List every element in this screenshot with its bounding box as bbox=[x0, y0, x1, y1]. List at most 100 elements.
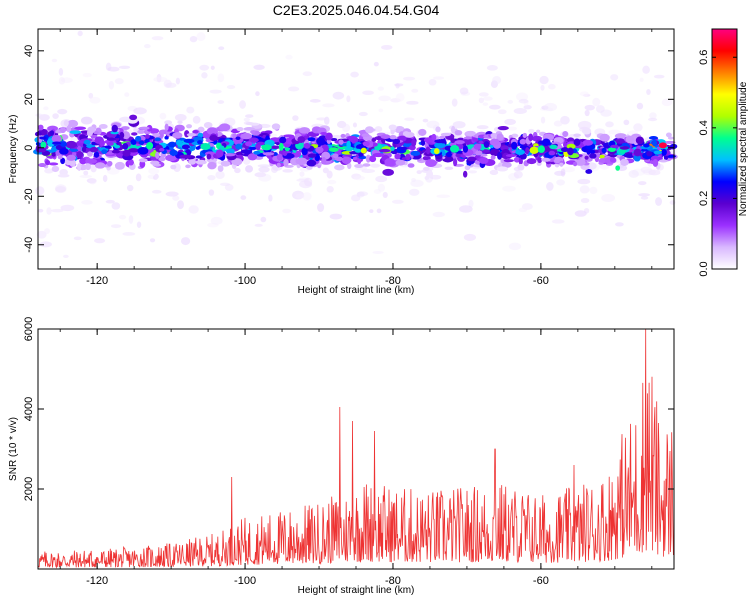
heatmap-cell bbox=[114, 161, 125, 170]
heatmap-cell bbox=[52, 113, 59, 119]
heatmap-cell bbox=[519, 138, 527, 145]
heatmap-cell bbox=[119, 214, 127, 220]
heatmap-cell bbox=[181, 144, 190, 150]
heatmap-cell bbox=[210, 65, 215, 70]
heatmap-cell bbox=[406, 100, 419, 105]
heatmap-cell bbox=[243, 127, 255, 131]
heatmap-cell bbox=[422, 155, 431, 161]
heatmap-cell bbox=[362, 141, 370, 147]
heatmap-cell bbox=[135, 135, 142, 142]
heatmap-cell bbox=[496, 166, 509, 172]
heatmap-cell bbox=[615, 138, 626, 144]
heatmap-cell bbox=[551, 219, 565, 224]
heatmap-cell bbox=[77, 162, 82, 171]
heatmap-cell bbox=[401, 157, 407, 161]
heatmap-cell bbox=[496, 133, 504, 141]
heatmap-cell bbox=[285, 54, 293, 60]
snr-y-tick-label: 4000 bbox=[23, 397, 35, 421]
snr-x-tick-label: -80 bbox=[385, 575, 401, 587]
heatmap-cell bbox=[149, 238, 156, 243]
colorbar-tick-label: 0.0 bbox=[698, 261, 710, 276]
heatmap-cell bbox=[451, 125, 456, 134]
heatmap-cell bbox=[69, 130, 82, 134]
heatmap-cell bbox=[540, 84, 545, 91]
heatmap-cell bbox=[658, 159, 668, 163]
spectrogram-x-tick-label: -60 bbox=[533, 275, 549, 287]
spectrogram-y-tick-label: 0 bbox=[23, 145, 35, 151]
heatmap-cell bbox=[623, 119, 630, 126]
heatmap-cell bbox=[478, 140, 484, 144]
heatmap-cell bbox=[119, 131, 125, 139]
heatmap-cell bbox=[172, 195, 180, 201]
heatmap-cell bbox=[664, 140, 676, 145]
heatmap-cell bbox=[240, 195, 247, 200]
heatmap-cell bbox=[186, 106, 195, 114]
heatmap-cell bbox=[546, 182, 554, 191]
heatmap-cell bbox=[369, 155, 377, 163]
heatmap-cell bbox=[36, 230, 47, 239]
heatmap-cell bbox=[574, 159, 586, 166]
heatmap-cell bbox=[365, 126, 374, 134]
heatmap-cell bbox=[307, 153, 317, 158]
heatmap-cell bbox=[322, 167, 329, 174]
heatmap-cell bbox=[199, 64, 210, 71]
heatmap-cell bbox=[378, 148, 391, 153]
heatmap-cell bbox=[502, 152, 510, 160]
heatmap-cell bbox=[434, 142, 446, 149]
heatmap-cell bbox=[52, 141, 62, 145]
heatmap-cell bbox=[511, 141, 518, 150]
heatmap-cell bbox=[523, 104, 532, 110]
spectrogram-y-tick-label: 20 bbox=[23, 93, 35, 105]
heatmap-cell bbox=[560, 115, 570, 125]
heatmap-cell bbox=[628, 170, 639, 178]
heatmap-cell bbox=[505, 154, 518, 158]
heatmap-cell bbox=[652, 139, 657, 147]
heatmap-cell bbox=[646, 151, 653, 157]
heatmap-cell bbox=[344, 146, 354, 152]
heatmap-cell bbox=[196, 32, 206, 42]
heatmap-cell bbox=[365, 154, 371, 163]
heatmap-cell bbox=[83, 170, 89, 176]
heatmap-cell bbox=[584, 109, 590, 117]
heatmap-cell bbox=[164, 120, 173, 125]
heatmap-cell bbox=[435, 126, 441, 133]
heatmap-cell bbox=[395, 83, 400, 89]
heatmap-cell bbox=[243, 117, 251, 122]
heatmap-cell bbox=[85, 163, 91, 171]
heatmap-cell bbox=[373, 61, 379, 67]
heatmap-cell bbox=[302, 192, 312, 201]
heatmap-cell bbox=[528, 133, 534, 142]
heatmap-cell bbox=[276, 153, 283, 161]
heatmap-cell bbox=[44, 228, 50, 234]
heatmap-cell bbox=[451, 98, 458, 107]
heatmap-cell bbox=[522, 132, 528, 139]
heatmap-cell bbox=[518, 207, 528, 213]
heatmap-cell bbox=[322, 103, 335, 108]
heatmap-peak-cell bbox=[658, 142, 667, 149]
heatmap-cell bbox=[93, 131, 99, 135]
heatmap-cell bbox=[663, 154, 669, 161]
heatmap-cell bbox=[440, 132, 452, 137]
heatmap-cell bbox=[121, 126, 130, 131]
heatmap-cell bbox=[231, 158, 243, 166]
heatmap-cell bbox=[643, 143, 650, 148]
heatmap-cell bbox=[91, 141, 96, 146]
heatmap-cell bbox=[49, 130, 55, 136]
heatmap-cell bbox=[579, 185, 590, 194]
heatmap-cell bbox=[206, 127, 218, 135]
heatmap-cell bbox=[584, 155, 589, 160]
heatmap-cell bbox=[292, 115, 299, 121]
heatmap-cell bbox=[218, 46, 225, 51]
colorbar-tick-label: 0.2 bbox=[698, 191, 710, 206]
heatmap-cell bbox=[352, 156, 358, 161]
heatmap-cell bbox=[51, 208, 64, 213]
spectrogram-y-tick-label: -20 bbox=[23, 188, 35, 204]
heatmap-cell bbox=[114, 78, 124, 85]
heatmap-cell bbox=[276, 162, 281, 168]
heatmap-cell bbox=[468, 199, 474, 208]
heatmap-cell bbox=[137, 146, 149, 155]
heatmap-cell bbox=[73, 236, 82, 241]
heatmap-cell bbox=[528, 128, 535, 134]
heatmap-cell bbox=[226, 85, 236, 90]
heatmap-cell bbox=[57, 108, 68, 115]
